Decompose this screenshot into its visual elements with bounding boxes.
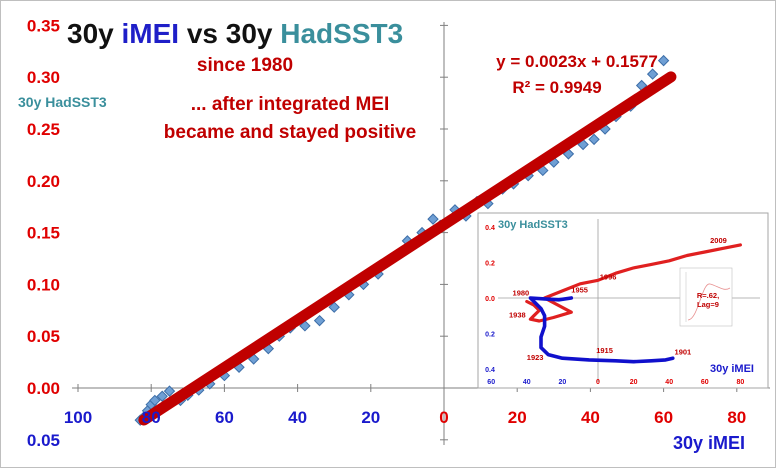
x-tick-label: 80 (142, 408, 161, 427)
inset-mini-curve (687, 283, 731, 321)
y-tick-label: 0.25 (27, 120, 60, 139)
x-tick-label: 20 (508, 408, 527, 427)
data-point (328, 301, 340, 313)
x-axis-label: 30y iMEI (673, 433, 745, 453)
inset-red-series (525, 243, 742, 323)
inset-y-tick-label: 0.2 (485, 331, 495, 338)
x-tick-label: 80 (727, 408, 746, 427)
y-tick-label: 0.10 (27, 275, 60, 294)
inset-y-tick-label: 0.2 (485, 261, 495, 268)
y-tick-label: 0.15 (27, 224, 60, 243)
inset-x-tick-label: 0 (596, 379, 600, 386)
annotation-line: ... after integrated MEI (191, 94, 389, 115)
inset-blue-series (528, 296, 675, 364)
inset-x-tick-label: 80 (737, 379, 745, 386)
y-tick-label: 0.30 (27, 68, 60, 87)
chart-title-part: HadSST3 (280, 18, 403, 49)
inset-mini-label: R=.62, (697, 291, 719, 300)
y-tick-label: 0.05 (27, 431, 60, 450)
inset-year-label: 1915 (596, 346, 613, 355)
x-tick-label: 20 (361, 408, 380, 427)
chart-title: 30y iMEI vs 30y HadSST3 (67, 18, 403, 49)
chart-subtitle: since 1980 (197, 55, 293, 76)
inset-y-tick-label: 0.0 (485, 296, 495, 303)
x-tick-label: 60 (654, 408, 673, 427)
x-tick-label: 0 (439, 408, 448, 427)
data-point (646, 68, 659, 80)
y-axis-label: 30y HadSST3 (18, 94, 107, 110)
inset-x-tick-label: 20 (630, 379, 638, 386)
inset-x-tick-label: 40 (665, 379, 673, 386)
y-tick-label: 0.05 (27, 327, 60, 346)
inset-year-label: 1996 (600, 272, 617, 281)
trend-line (138, 71, 677, 426)
y-tick-label: 0.00 (27, 379, 60, 398)
inset-y-tick-label: 0.4 (485, 225, 495, 232)
chart-title-part: vs 30y (179, 18, 280, 49)
data-point (163, 385, 176, 397)
inset-x-tick-label: 60 (487, 379, 495, 386)
inset-mini-chart (679, 267, 733, 327)
y-tick-label: 0.20 (27, 172, 60, 191)
data-point (156, 390, 168, 402)
data-point (588, 133, 600, 146)
inset-year-label: 1955 (571, 286, 588, 295)
y-tick-label: 0.35 (27, 16, 60, 35)
x-tick-label: 40 (288, 408, 307, 427)
data-point (657, 54, 670, 67)
chart-title-part: iMEI (122, 18, 180, 49)
inset-year-label: 1901 (675, 348, 692, 357)
inset-year-label: 1923 (527, 353, 544, 362)
inset-year-label: 1980 (513, 288, 530, 297)
inset-year-label: 2009 (710, 236, 727, 245)
data-point (427, 213, 439, 225)
inset-y-tick-label: 0.4 (485, 367, 495, 374)
inset-x-tick-label: 40 (523, 379, 531, 386)
x-tick-label: 60 (215, 408, 234, 427)
data-point (313, 314, 326, 327)
inset-x-tick-label: 60 (701, 379, 709, 386)
inset-title: 30y HadSST3 (498, 219, 568, 231)
x-tick-label: 100 (64, 408, 92, 427)
inset-x-tick-label: 20 (559, 379, 567, 386)
trend-equation: y = 0.0023x + 0.1577 (496, 52, 658, 71)
inset-year-label: 1938 (509, 310, 526, 319)
annotation-line: became and stayed positive (164, 122, 416, 143)
chart-title-part: 30y (67, 18, 122, 49)
x-tick-label: 40 (581, 408, 600, 427)
data-point (149, 394, 161, 407)
r-squared-label: R² = 0.9949 (512, 78, 601, 97)
inset-mini-label: Lag=9 (697, 300, 719, 309)
inset-x-label: 30y iMEI (710, 363, 754, 375)
